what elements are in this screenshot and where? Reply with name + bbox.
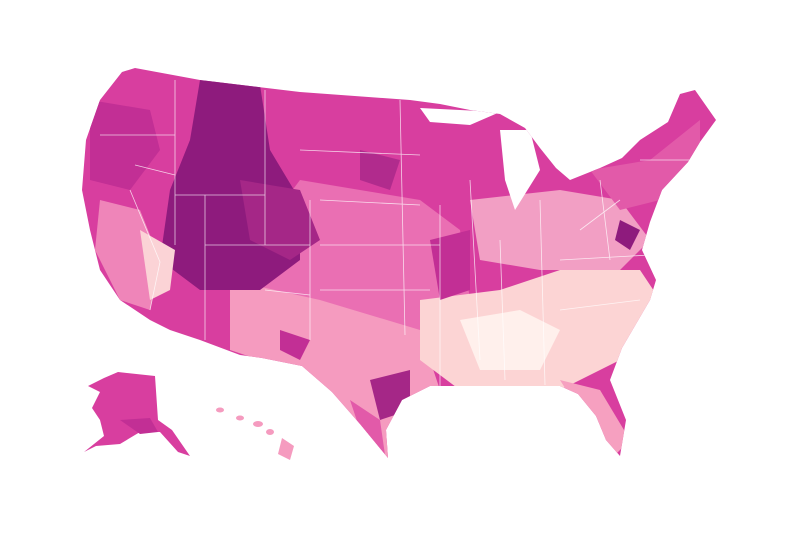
el-paso-region [280, 330, 310, 360]
hawaii [216, 407, 294, 460]
hawaii-island [253, 421, 263, 427]
southwest-region [230, 280, 440, 458]
dc-region [615, 220, 640, 250]
california-region [95, 200, 160, 310]
deep-south-region [460, 310, 560, 370]
nevada-region [140, 230, 175, 300]
contiguous-us [82, 68, 716, 458]
south-texas-region [350, 400, 385, 455]
hawaii-island [278, 438, 294, 460]
lake-michigan [500, 130, 540, 210]
hawaii-island [236, 415, 244, 421]
state-borders [100, 80, 690, 390]
alaska [84, 372, 190, 456]
alaska-region [120, 418, 158, 434]
northwest-region [90, 100, 160, 190]
lake-superior [420, 108, 500, 125]
hawaii-island [266, 429, 274, 435]
hawaii-island [216, 407, 224, 413]
colorado-region [240, 180, 320, 260]
alaska-shape [84, 372, 190, 456]
dakota-region [360, 150, 400, 190]
